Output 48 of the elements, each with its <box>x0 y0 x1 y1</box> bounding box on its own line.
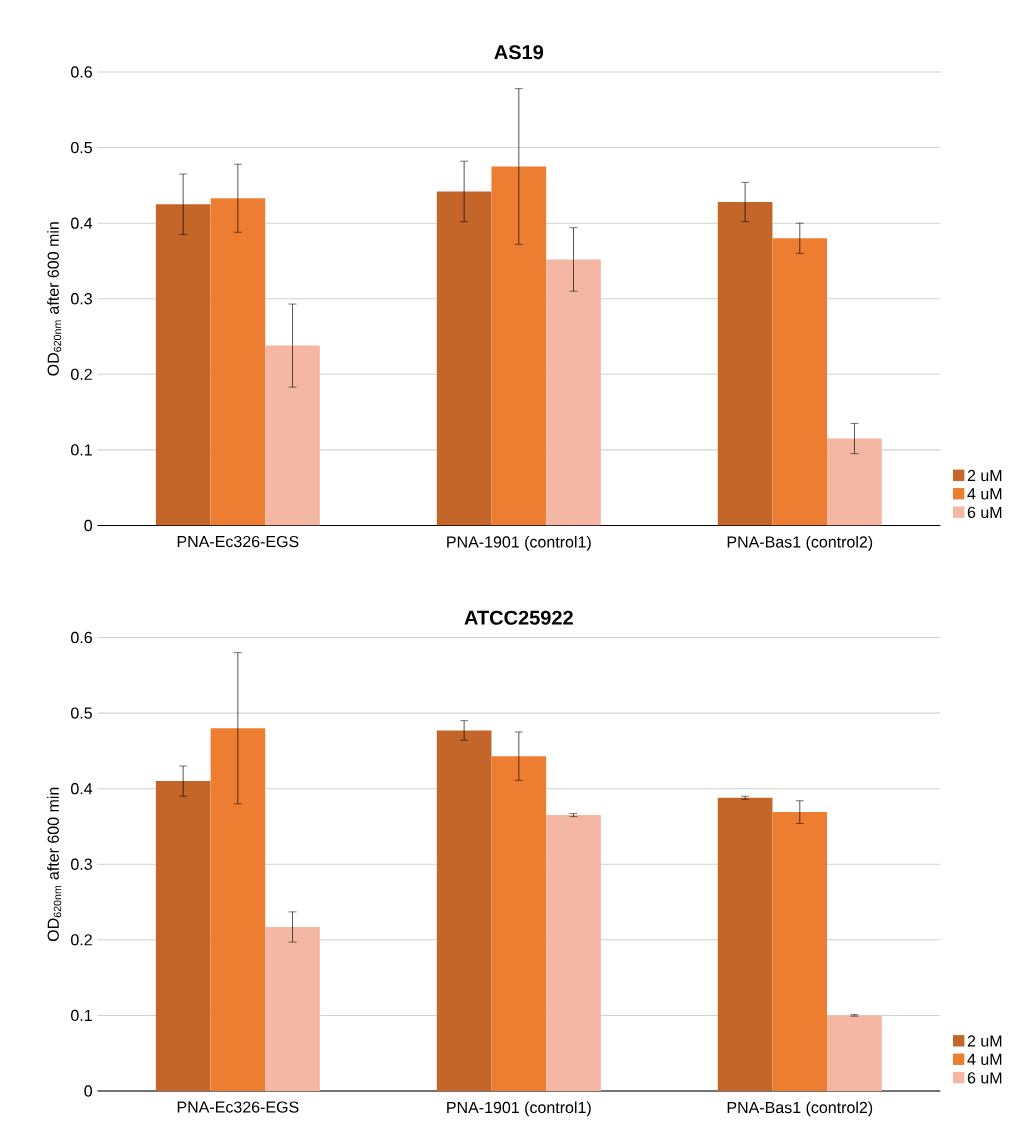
y-tick-label: 0.5 <box>71 141 92 154</box>
bar <box>546 259 601 526</box>
x-tick-label: PNA-Bas1 (control2) <box>727 535 873 551</box>
y-tick-label: 0.3 <box>71 858 92 870</box>
bar <box>717 202 773 526</box>
y-tick-label: 0.1 <box>71 1009 92 1022</box>
y-tick-label: 0.4 <box>71 783 93 795</box>
bar <box>210 728 266 1091</box>
bar <box>155 781 211 1091</box>
y-tick-label: 0.4 <box>71 217 93 229</box>
y-tick-label: 0.1 <box>71 444 92 456</box>
x-tick-label: PNA-1901 (control1) <box>447 1101 591 1117</box>
y-tick-label: 0.2 <box>71 368 92 380</box>
y-tick-label: 0 <box>84 519 93 532</box>
bar <box>772 238 828 526</box>
y-tick-label: 0.3 <box>71 293 92 305</box>
bar <box>546 815 601 1091</box>
y-axis-title: OD$_{620nm}$ after 600 min <box>47 222 62 376</box>
legend-label: 6 uM <box>967 506 1002 519</box>
bar <box>210 198 266 526</box>
legend-label: 4 uM <box>967 488 1002 500</box>
legend-label: 2 uM <box>967 469 1002 482</box>
bar <box>491 166 547 526</box>
legend-label: 2 uM <box>967 1035 1002 1047</box>
y-tick-label: 0.6 <box>71 631 92 644</box>
legend-label: 4 uM <box>967 1053 1002 1066</box>
x-tick-label: PNA-Ec326-EGS <box>177 535 299 548</box>
bar <box>827 438 882 526</box>
bar <box>265 926 320 1091</box>
y-tick-label: 0.2 <box>71 934 92 946</box>
chart-title: AS19 <box>494 45 544 60</box>
bar <box>436 191 492 526</box>
legend-label: 6 uM <box>967 1072 1002 1084</box>
bar <box>491 756 547 1091</box>
chart-title: ATCC25922 <box>464 610 573 625</box>
y-tick-label: 0.5 <box>71 707 92 719</box>
y-axis-title: OD$_{620nm}$ after 600 min <box>47 787 62 942</box>
bar <box>436 730 492 1091</box>
x-tick-label: PNA-1901 (control1) <box>447 535 591 551</box>
bar <box>772 812 828 1091</box>
bar <box>265 345 320 526</box>
y-tick-label: 0 <box>84 1085 93 1097</box>
bar <box>827 1015 882 1091</box>
bar <box>155 204 211 526</box>
bar <box>717 797 773 1091</box>
x-tick-label: PNA-Ec326-EGS <box>177 1101 299 1113</box>
x-tick-label: PNA-Bas1 (control2) <box>727 1101 873 1117</box>
y-tick-label: 0.6 <box>71 66 92 78</box>
